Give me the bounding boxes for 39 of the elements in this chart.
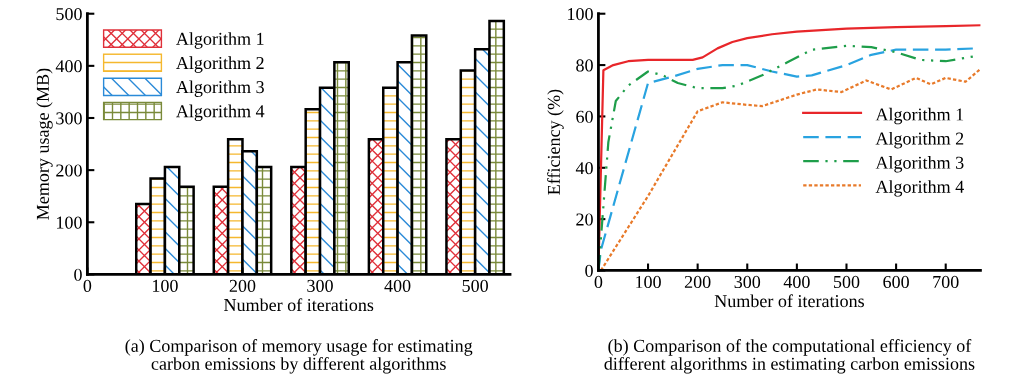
y-tick-label: 500 bbox=[56, 7, 82, 21]
y-tick-label: 20 bbox=[576, 213, 593, 226]
y-tick-label: 100 bbox=[568, 7, 593, 21]
x-tick-label: 100 bbox=[152, 279, 178, 292]
legend-label: Algorithm 4 bbox=[875, 180, 964, 197]
y-tick-label: 300 bbox=[56, 112, 82, 125]
legend-label: Algorithm 4 bbox=[176, 104, 265, 122]
x-tick-label: 400 bbox=[783, 275, 810, 289]
x-tick-label: 200 bbox=[229, 279, 256, 292]
x-tick-label: 200 bbox=[684, 275, 711, 289]
x-tick-label: 400 bbox=[384, 279, 411, 292]
y-tick-label: 40 bbox=[575, 162, 593, 175]
x-axis-title: Number of iterations bbox=[714, 294, 864, 308]
x-tick-label: 600 bbox=[883, 275, 909, 289]
legend-label: Algorithm 3 bbox=[176, 80, 264, 97]
y-tick-label: 80 bbox=[576, 59, 593, 72]
y-axis-title: Efficiency (%) bbox=[547, 89, 564, 195]
x-tick-label: 500 bbox=[462, 279, 488, 292]
legend-label: Algorithm 2 bbox=[176, 56, 264, 73]
y-axis-title: Memory usage (MB) bbox=[36, 68, 53, 220]
legend-label: Algorithm 1 bbox=[176, 32, 264, 49]
legend-label: Algorithm 2 bbox=[875, 131, 964, 149]
x-tick-label: 300 bbox=[307, 279, 333, 292]
y-tick-label: 60 bbox=[576, 110, 593, 123]
y-tick-label: 400 bbox=[55, 60, 82, 73]
y-tick-label: 0 bbox=[585, 264, 593, 277]
y-tick-label: 200 bbox=[56, 164, 82, 177]
x-tick-label: 100 bbox=[636, 275, 661, 289]
x-tick-label: 700 bbox=[933, 275, 959, 289]
legend-label: Algorithm 3 bbox=[875, 156, 964, 173]
x-axis-title: Number of iterations bbox=[224, 298, 374, 312]
x-tick-label: 0 bbox=[594, 275, 603, 289]
text: (b) Comparison of the computational efficiency of different algorithms in estimating carbon emissions bbox=[604, 339, 975, 374]
x-tick-label: 500 bbox=[833, 275, 860, 289]
x-tick-label: 0 bbox=[83, 279, 92, 292]
x-tick-label: 300 bbox=[734, 275, 761, 289]
text: (a) Comparison of memory usage for estimating carbon emissions by different algorithms bbox=[125, 339, 473, 374]
y-tick-label: 100 bbox=[57, 216, 82, 229]
legend-label: Algorithm 1 bbox=[875, 107, 964, 125]
